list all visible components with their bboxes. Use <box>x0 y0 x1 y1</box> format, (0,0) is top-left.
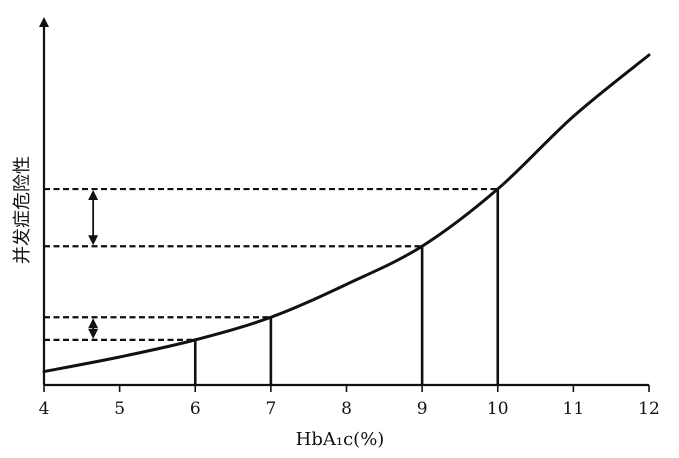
y-axis-label: 并发症危险性 <box>12 156 33 264</box>
x-tick-label: 11 <box>563 399 585 419</box>
x-tick-label: 7 <box>265 399 276 419</box>
x-tick-label: 4 <box>39 399 50 419</box>
guides-layer <box>44 187 500 385</box>
x-tick-label: 8 <box>341 399 352 419</box>
x-tick-label: 5 <box>114 399 125 419</box>
curve-layer <box>42 53 651 374</box>
risk-curve <box>42 53 651 374</box>
ticks-layer: 4 5 6 7 8 9 10 11 12 <box>39 385 660 419</box>
x-tick-label: 10 <box>487 399 509 419</box>
x-axis-label: HbA₁c(%) <box>296 429 385 450</box>
x-tick-label: 6 <box>190 399 201 419</box>
axes-layer <box>39 17 649 387</box>
x-tick-label: 9 <box>417 399 428 419</box>
x-tick-label: 12 <box>638 399 660 419</box>
